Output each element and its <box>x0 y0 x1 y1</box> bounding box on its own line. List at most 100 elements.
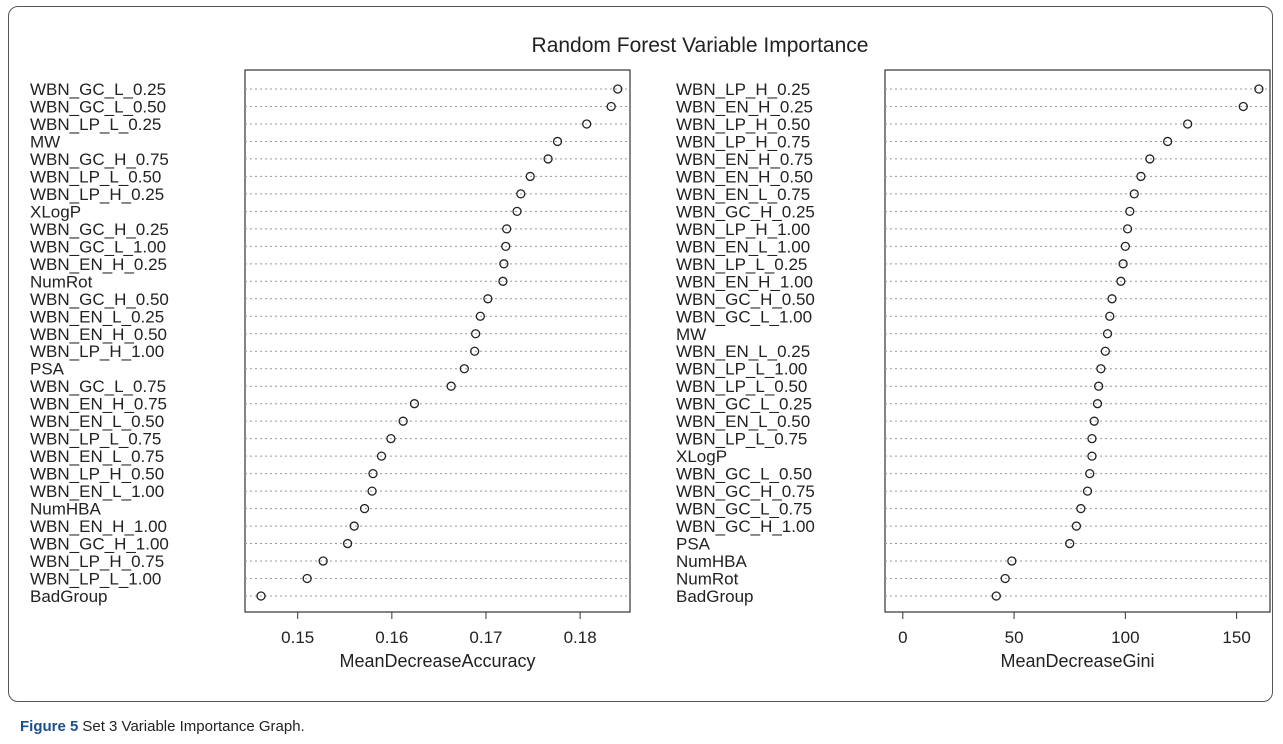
category-label: WBN_GC_H_1.00 <box>676 517 815 536</box>
x-axis-label: MeanDecreaseAccuracy <box>339 651 535 671</box>
category-label: XLogP <box>676 447 727 466</box>
dot <box>1145 154 1155 164</box>
dot <box>1096 364 1106 374</box>
dot <box>582 119 592 129</box>
dot <box>1065 538 1075 549</box>
category-label: WBN_LP_L_0.75 <box>30 430 161 449</box>
category-label: WBN_LP_H_0.25 <box>676 80 810 99</box>
category-label: WBN_EN_H_0.75 <box>30 395 167 414</box>
dot <box>991 591 1001 601</box>
dot <box>1118 259 1128 269</box>
dot <box>1254 84 1264 94</box>
dot <box>543 154 553 164</box>
dot <box>516 189 526 199</box>
dot <box>318 556 328 566</box>
figure-frame <box>8 6 1273 702</box>
category-label: WBN_LP_L_0.25 <box>30 115 161 134</box>
dot <box>1092 399 1103 409</box>
dot <box>1116 276 1126 286</box>
x-tick-label: 100 <box>1111 628 1139 647</box>
dot <box>498 276 508 286</box>
dot <box>342 538 353 549</box>
category-label: WBN_EN_H_1.00 <box>30 517 167 536</box>
dot <box>613 84 623 94</box>
category-label: WBN_EN_L_0.75 <box>676 185 810 204</box>
category-label: WBN_GC_L_0.25 <box>676 395 812 414</box>
category-label: WBN_LP_L_1.00 <box>30 570 161 589</box>
category-label: WBN_LP_H_1.00 <box>30 342 164 361</box>
x-tick-label: 0.18 <box>564 628 597 647</box>
caption-text: Set 3 Variable Importance Graph. <box>82 718 305 735</box>
dot <box>1093 381 1104 391</box>
category-label: MW <box>676 325 706 344</box>
category-label: WBN_GC_L_0.50 <box>676 465 812 484</box>
dot <box>1100 346 1110 356</box>
dot <box>1082 486 1093 496</box>
x-axis-label: MeanDecreaseGini <box>1000 651 1154 671</box>
dot <box>501 241 511 251</box>
category-label: NumHBA <box>30 500 102 519</box>
dot <box>470 329 481 339</box>
dot <box>1129 189 1139 199</box>
dot <box>446 381 456 391</box>
category-label: WBN_EN_H_0.25 <box>676 97 813 116</box>
category-label: WBN_GC_L_0.75 <box>30 377 166 396</box>
dot <box>386 434 396 444</box>
dot <box>1120 241 1130 251</box>
dot <box>1007 556 1017 566</box>
category-label: WBN_EN_L_1.00 <box>676 237 810 256</box>
dot <box>368 468 378 479</box>
chart-title: Random Forest Variable Importance <box>532 34 869 57</box>
x-tick-label: 0.15 <box>281 628 314 647</box>
category-label: WBN_GC_L_0.75 <box>676 500 812 519</box>
category-label: WBN_EN_L_0.25 <box>30 307 164 326</box>
category-label: WBN_GC_L_1.00 <box>30 237 166 256</box>
dot <box>1087 451 1097 461</box>
category-label: WBN_LP_L_0.25 <box>676 255 807 274</box>
dot <box>256 591 266 601</box>
dot <box>1102 329 1113 339</box>
dot <box>606 101 616 112</box>
category-label: WBN_LP_L_1.00 <box>676 360 807 379</box>
dot <box>367 486 377 496</box>
dot <box>302 573 312 584</box>
category-label: WBN_GC_H_0.50 <box>30 290 169 309</box>
category-label: BadGroup <box>676 587 754 606</box>
dot <box>359 503 370 514</box>
category-label: WBN_GC_H_0.50 <box>676 290 815 309</box>
dot <box>1238 101 1248 112</box>
x-tick-label: 150 <box>1222 628 1250 647</box>
caption-label: Figure 5 <box>20 718 79 735</box>
category-label: WBN_LP_L_0.50 <box>30 167 161 186</box>
category-label: WBN_EN_L_0.50 <box>676 412 810 431</box>
category-label: WBN_LP_H_0.75 <box>30 552 164 571</box>
category-label: WBN_LP_H_1.00 <box>676 220 810 239</box>
category-label: PSA <box>30 360 65 379</box>
dot <box>483 294 493 304</box>
category-label: WBN_LP_H_0.50 <box>676 115 810 134</box>
dot <box>349 521 359 531</box>
dot <box>1125 206 1135 217</box>
category-label: WBN_GC_L_1.00 <box>676 307 812 326</box>
category-label: WBN_LP_H_0.25 <box>30 185 164 204</box>
dot <box>1107 294 1117 304</box>
category-label: NumRot <box>30 272 93 291</box>
category-label: WBN_EN_H_0.75 <box>676 150 813 169</box>
x-tick-label: 50 <box>1005 628 1024 647</box>
category-label: BadGroup <box>30 587 108 606</box>
category-label: WBN_EN_H_0.50 <box>30 325 167 344</box>
category-label: WBN_GC_L_0.50 <box>30 97 166 116</box>
dot <box>409 399 420 409</box>
dot <box>1076 503 1086 514</box>
x-tick-label: 0.17 <box>469 628 502 647</box>
category-label: WBN_EN_H_1.00 <box>676 272 813 291</box>
category-label: WBN_EN_L_0.25 <box>676 342 810 361</box>
category-label: NumHBA <box>676 552 748 571</box>
caption: Figure 5 Set 3 Variable Importance Graph. <box>20 718 305 735</box>
dot <box>475 311 485 321</box>
category-label: WBN_GC_H_0.25 <box>30 220 169 239</box>
dot <box>376 451 387 461</box>
plot-frame <box>884 69 1271 613</box>
